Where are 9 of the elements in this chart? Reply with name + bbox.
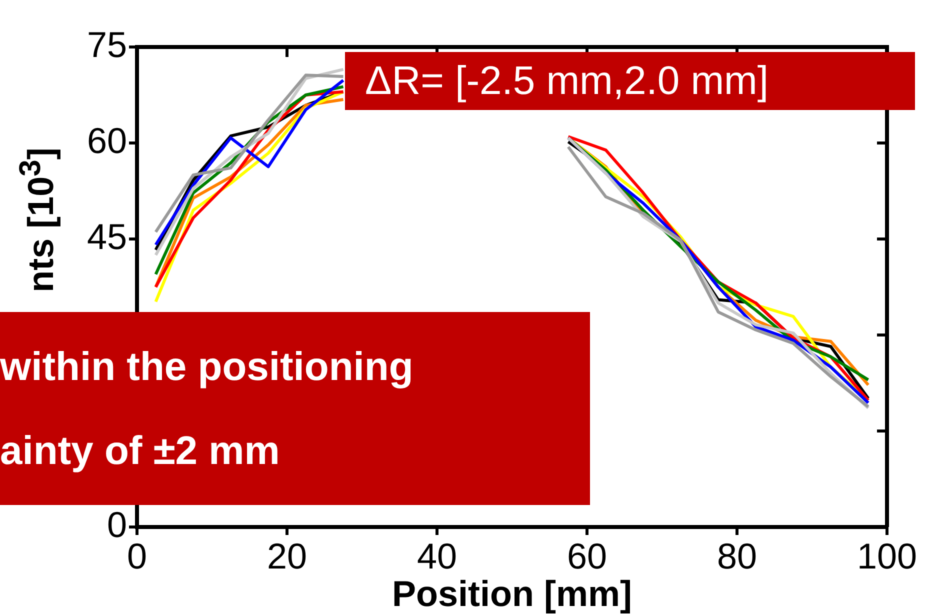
y-tick-label: 0	[106, 504, 127, 545]
x-tick-label: 20	[266, 536, 308, 577]
annotation: ΔR= [-2.5 mm,2.0 mm]	[365, 58, 770, 105]
y-tick-label: 45	[86, 216, 127, 257]
callout-box: ΔR= [-2.5 mm,2.0 mm]	[345, 52, 915, 110]
x-tick-label: 100	[856, 536, 918, 577]
y-tick-label: 60	[86, 120, 127, 161]
y-tick-label: 75	[86, 24, 127, 65]
x-tick-label: 80	[716, 536, 758, 577]
